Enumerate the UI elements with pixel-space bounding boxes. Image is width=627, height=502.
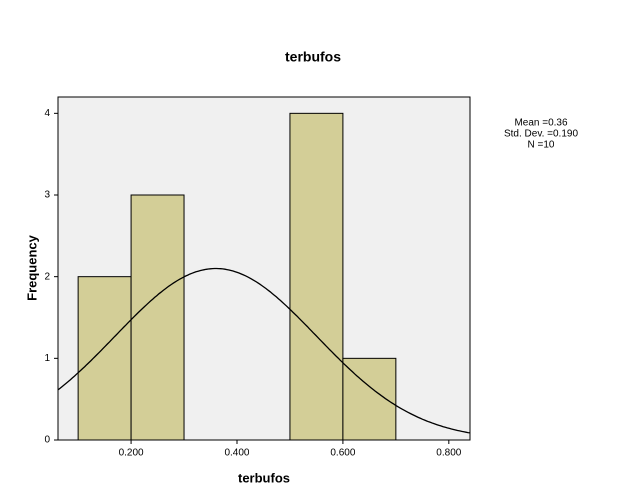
- stats-label: Mean =0.36: [514, 118, 568, 129]
- x-tick-label: 0.600: [330, 448, 355, 459]
- chart-title: terbufos: [285, 49, 341, 65]
- y-axis-label: Frequency: [24, 234, 39, 301]
- x-tick-label: 0.200: [119, 448, 144, 459]
- x-tick-label: 0.400: [224, 448, 249, 459]
- bar: [289, 112, 344, 441]
- y-tick-label: 0: [44, 435, 50, 446]
- y-tick-label: 1: [44, 353, 50, 364]
- stats-label: Std. Dev. =0.190: [504, 129, 578, 140]
- stats-label: N =10: [528, 140, 555, 151]
- x-axis-label: terbufos: [238, 470, 290, 485]
- y-tick-label: 3: [44, 190, 50, 201]
- normal-curve: [57, 267, 471, 434]
- y-tick-label: 2: [44, 271, 50, 282]
- x-tick-label: 0.800: [436, 448, 461, 459]
- bar: [77, 276, 132, 441]
- bar: [130, 194, 185, 441]
- y-tick-label: 4: [44, 108, 50, 119]
